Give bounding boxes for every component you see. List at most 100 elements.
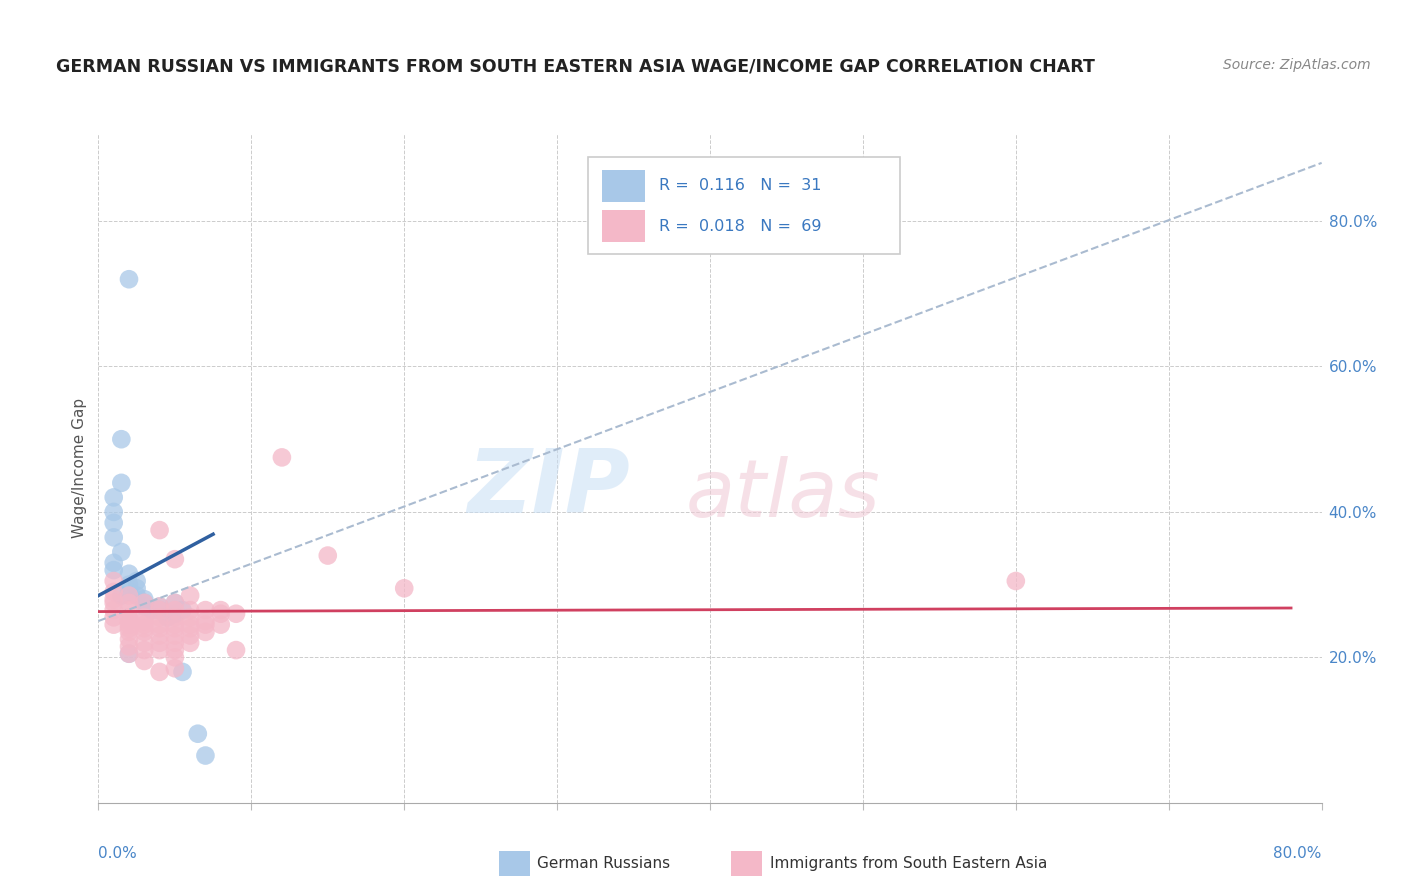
Point bbox=[118, 640, 141, 654]
Point bbox=[179, 589, 201, 603]
Point bbox=[118, 603, 141, 617]
Text: 0.0%: 0.0% bbox=[98, 847, 138, 862]
Point bbox=[134, 596, 156, 610]
Point bbox=[118, 614, 141, 628]
Text: 80.0%: 80.0% bbox=[1274, 847, 1322, 862]
Point bbox=[141, 603, 163, 617]
Point bbox=[149, 610, 172, 624]
Point bbox=[118, 589, 141, 603]
Point bbox=[103, 516, 125, 530]
Point bbox=[125, 582, 148, 596]
Point bbox=[149, 665, 172, 679]
Point bbox=[209, 617, 232, 632]
Point bbox=[187, 727, 209, 741]
Point bbox=[163, 650, 186, 665]
Point bbox=[134, 643, 156, 657]
Point bbox=[194, 617, 217, 632]
Point bbox=[103, 530, 125, 544]
Point bbox=[163, 610, 186, 624]
Point bbox=[163, 552, 186, 566]
Point bbox=[110, 432, 132, 446]
Text: Immigrants from South Eastern Asia: Immigrants from South Eastern Asia bbox=[770, 856, 1047, 871]
Point bbox=[103, 505, 125, 519]
Point bbox=[172, 603, 194, 617]
Point bbox=[225, 607, 247, 621]
Text: Source: ZipAtlas.com: Source: ZipAtlas.com bbox=[1223, 58, 1371, 72]
Text: atlas: atlas bbox=[686, 456, 880, 534]
Point bbox=[134, 614, 156, 628]
Point bbox=[134, 636, 156, 650]
Point bbox=[179, 621, 201, 635]
Point bbox=[1004, 574, 1026, 588]
Point bbox=[194, 624, 217, 639]
Point bbox=[270, 450, 292, 465]
Point bbox=[118, 585, 141, 599]
Point bbox=[118, 647, 141, 661]
Y-axis label: Wage/Income Gap: Wage/Income Gap bbox=[72, 398, 87, 539]
Point bbox=[163, 661, 186, 675]
Text: German Russians: German Russians bbox=[537, 856, 671, 871]
Point bbox=[179, 628, 201, 642]
Point bbox=[118, 647, 141, 661]
Point bbox=[163, 596, 186, 610]
Point bbox=[118, 272, 141, 286]
Point bbox=[179, 617, 201, 632]
Point bbox=[103, 603, 125, 617]
Point bbox=[149, 617, 172, 632]
Point bbox=[156, 610, 179, 624]
Point bbox=[209, 603, 232, 617]
Point bbox=[103, 563, 125, 577]
Point bbox=[179, 636, 201, 650]
Point bbox=[194, 614, 217, 628]
Point bbox=[118, 621, 141, 635]
Point bbox=[149, 628, 172, 642]
Point bbox=[179, 603, 201, 617]
Text: GERMAN RUSSIAN VS IMMIGRANTS FROM SOUTH EASTERN ASIA WAGE/INCOME GAP CORRELATION: GERMAN RUSSIAN VS IMMIGRANTS FROM SOUTH … bbox=[56, 58, 1095, 76]
Point bbox=[134, 610, 156, 624]
Bar bbox=[602, 170, 645, 202]
Point bbox=[110, 589, 132, 603]
Point bbox=[163, 636, 186, 650]
Point bbox=[110, 475, 132, 490]
Point bbox=[149, 636, 172, 650]
Point bbox=[134, 596, 156, 610]
Point bbox=[103, 585, 125, 599]
Point bbox=[134, 617, 156, 632]
Point bbox=[163, 628, 186, 642]
Point bbox=[103, 596, 125, 610]
Point bbox=[194, 603, 217, 617]
Point bbox=[134, 621, 156, 635]
Point bbox=[149, 523, 172, 537]
Point bbox=[163, 603, 186, 617]
Point bbox=[125, 589, 148, 603]
Point bbox=[134, 624, 156, 639]
Point bbox=[149, 603, 172, 617]
Point bbox=[118, 577, 141, 591]
Point bbox=[149, 603, 172, 617]
Point bbox=[172, 665, 194, 679]
Point bbox=[163, 607, 186, 621]
Point bbox=[110, 545, 132, 559]
Point bbox=[118, 624, 141, 639]
Text: R =  0.116   N =  31: R = 0.116 N = 31 bbox=[658, 178, 821, 194]
Point bbox=[194, 748, 217, 763]
Point bbox=[209, 607, 232, 621]
Point bbox=[163, 617, 186, 632]
Point bbox=[118, 632, 141, 647]
Point bbox=[134, 654, 156, 668]
Bar bbox=[588, 157, 900, 254]
Bar bbox=[602, 211, 645, 243]
Point bbox=[103, 592, 125, 607]
Point bbox=[163, 643, 186, 657]
Point bbox=[103, 491, 125, 505]
Point bbox=[103, 610, 125, 624]
Point bbox=[118, 566, 141, 581]
Point bbox=[103, 617, 125, 632]
Point bbox=[134, 592, 156, 607]
Point bbox=[118, 617, 141, 632]
Point bbox=[118, 610, 141, 624]
Point bbox=[149, 621, 172, 635]
Point bbox=[392, 582, 416, 596]
Point bbox=[149, 599, 172, 614]
Point bbox=[149, 643, 172, 657]
